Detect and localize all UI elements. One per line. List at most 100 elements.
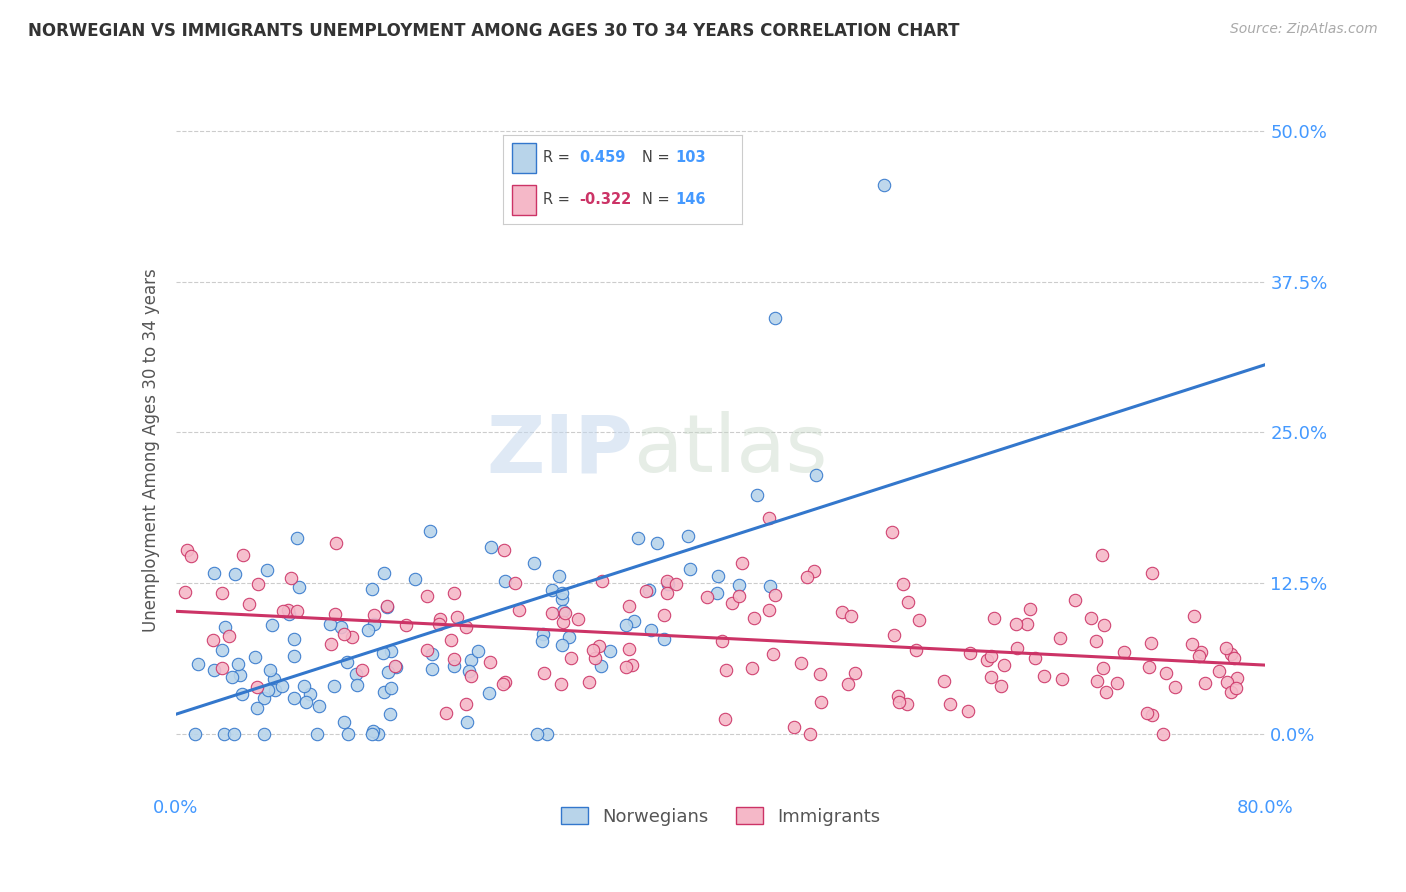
Text: atlas: atlas <box>633 411 828 490</box>
Point <box>494 574 516 588</box>
Point <box>384 658 406 673</box>
Point <box>714 712 737 726</box>
Point <box>810 695 832 709</box>
Point <box>747 488 769 502</box>
Point <box>1049 631 1071 645</box>
Point <box>530 634 553 648</box>
Point <box>548 569 571 583</box>
Point <box>226 657 249 672</box>
Point <box>419 524 441 538</box>
Point <box>623 614 645 628</box>
Point <box>883 628 905 642</box>
Point <box>790 656 813 670</box>
Point <box>252 726 274 740</box>
Point <box>887 689 910 703</box>
Point <box>478 686 501 700</box>
Point <box>904 643 927 657</box>
Point <box>652 632 675 647</box>
Point <box>980 648 1002 663</box>
Point <box>264 683 287 698</box>
Point <box>804 467 827 482</box>
Point <box>541 583 564 598</box>
Point <box>481 541 503 555</box>
Point <box>494 542 516 557</box>
Point <box>439 632 461 647</box>
Point <box>1181 637 1204 651</box>
Point <box>329 620 352 634</box>
Point <box>1092 617 1115 632</box>
Point <box>1225 681 1247 695</box>
Text: N =: N = <box>641 150 669 165</box>
Point <box>344 667 367 681</box>
Point <box>983 611 1005 625</box>
Point <box>716 663 738 677</box>
Point <box>318 616 340 631</box>
Point <box>617 642 640 657</box>
Point <box>323 679 346 693</box>
Point <box>1226 672 1249 686</box>
Text: 103: 103 <box>675 150 706 165</box>
Point <box>508 603 530 617</box>
Point <box>271 605 294 619</box>
Text: 0.459: 0.459 <box>579 150 626 165</box>
Point <box>599 644 621 658</box>
Point <box>939 697 962 711</box>
Point <box>796 569 818 583</box>
Point <box>617 599 640 614</box>
Point <box>336 655 359 669</box>
Point <box>536 726 558 740</box>
Point <box>1188 648 1211 663</box>
Point <box>523 556 546 570</box>
Point <box>844 666 866 681</box>
Point <box>657 574 679 588</box>
Point <box>551 586 574 600</box>
Point <box>696 590 718 604</box>
Point <box>558 630 581 644</box>
Point <box>283 691 305 706</box>
Point <box>373 685 395 699</box>
Point <box>1223 650 1246 665</box>
Point <box>212 726 235 740</box>
Point <box>380 644 402 658</box>
Point <box>1019 602 1042 616</box>
Point <box>292 680 315 694</box>
Point <box>443 659 465 673</box>
Point <box>1208 664 1230 678</box>
Point <box>1032 669 1054 683</box>
Point <box>640 624 662 638</box>
Point <box>621 657 644 672</box>
Point <box>429 612 451 626</box>
Point <box>554 606 576 620</box>
Point <box>394 617 416 632</box>
Point <box>932 673 955 688</box>
Point <box>873 178 896 193</box>
Point <box>591 574 613 588</box>
Point <box>1017 617 1039 632</box>
Point <box>283 632 305 646</box>
Point <box>420 662 443 676</box>
Point <box>959 646 981 660</box>
Point <box>278 607 301 622</box>
Point <box>614 660 637 674</box>
Point <box>443 586 465 600</box>
Point <box>367 726 389 740</box>
Point <box>340 630 363 644</box>
Point <box>636 583 658 598</box>
Point <box>287 580 309 594</box>
Point <box>652 607 675 622</box>
Point <box>541 606 564 620</box>
Point <box>741 660 763 674</box>
Text: NORWEGIAN VS IMMIGRANTS UNEMPLOYMENT AMONG AGES 30 TO 34 YEARS CORRELATION CHART: NORWEGIAN VS IMMIGRANTS UNEMPLOYMENT AMO… <box>28 22 960 40</box>
Point <box>214 620 236 634</box>
Point <box>837 677 859 691</box>
Point <box>799 726 821 740</box>
Point <box>582 643 605 657</box>
Point <box>283 649 305 664</box>
Point <box>454 697 477 711</box>
Point <box>1164 680 1187 694</box>
Point <box>319 637 342 651</box>
Point <box>446 610 468 624</box>
Point <box>679 562 702 576</box>
Point <box>1085 673 1108 688</box>
Point <box>1189 645 1212 659</box>
